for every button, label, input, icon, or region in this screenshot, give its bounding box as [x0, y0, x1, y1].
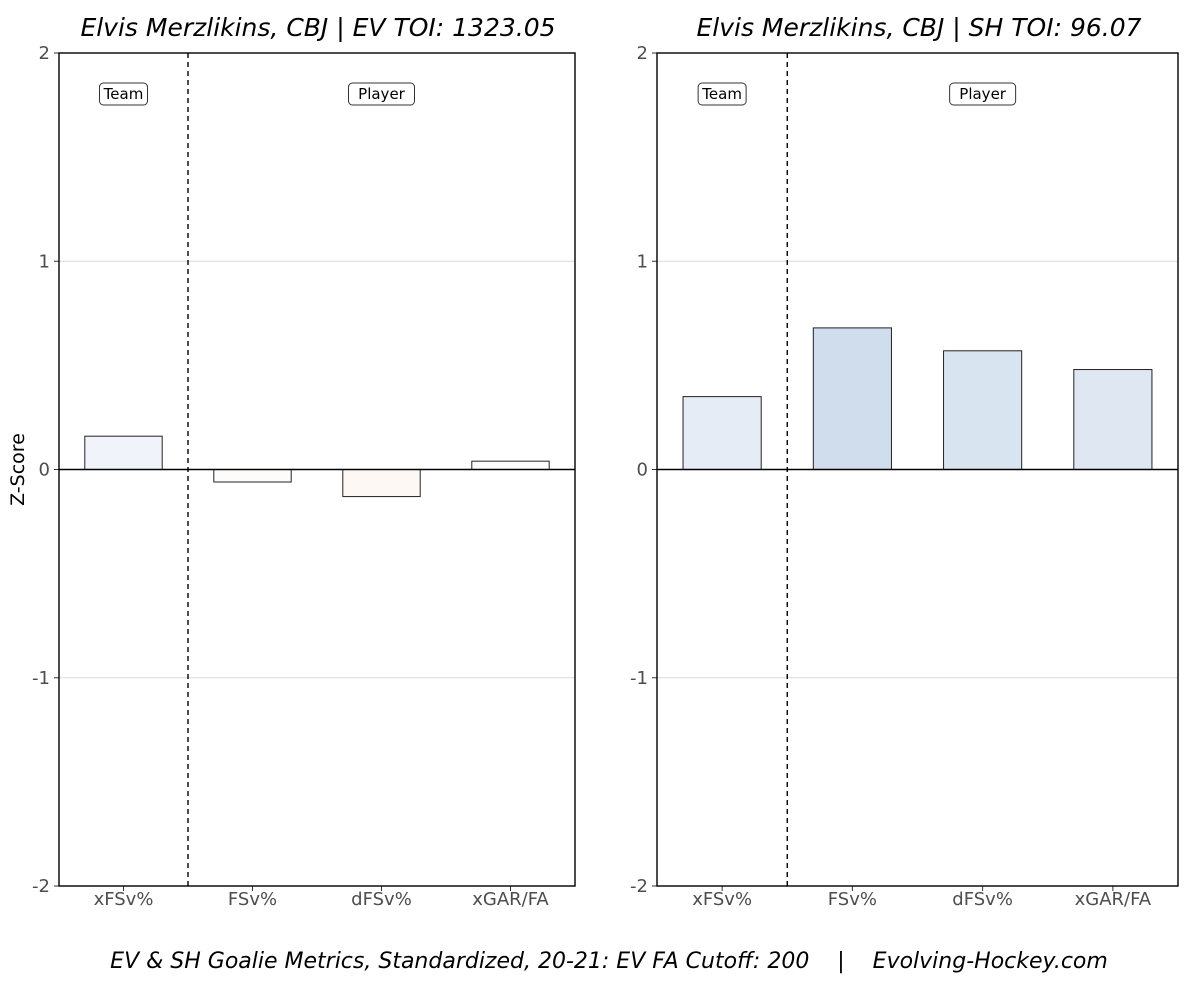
sh-group-label-box	[697, 82, 747, 106]
sh-y-tick-label: 0	[637, 460, 648, 481]
sh-x-tick-label: dFSv%	[952, 889, 1013, 910]
sh-bar-2	[943, 350, 1023, 470]
chart-caption: EV & SH Goalie Metrics, Standardized, 20…	[110, 949, 1108, 974]
ev-x-tick-label: xFSv%	[94, 889, 154, 910]
ev-x-tick-label: xGAR/FA	[472, 889, 549, 910]
sh-x-tick-label: xGAR/FA	[1075, 889, 1152, 910]
sh-y-tick-label: -1	[630, 668, 648, 689]
sh-y-tick-label: 2	[637, 43, 648, 64]
sh-panel-border	[656, 52, 1179, 887]
ev-y-tick-label: 1	[39, 251, 50, 272]
ev-x-tick-label: dFSv%	[351, 889, 412, 910]
sh-group-label: Player	[959, 85, 1007, 103]
sh-group-label-box	[949, 82, 1017, 106]
ev-group-label: Player	[358, 85, 406, 103]
sh-y-tick-label: -2	[630, 876, 648, 897]
sh-x-tick-label: FSv%	[828, 889, 877, 910]
sh-bar-0	[682, 396, 762, 470]
sh-panel: Elvis Merzlikins, CBJ | SH TOI: 96.07 2 1 0…	[630, 13, 1179, 910]
sh-bar-3	[1073, 369, 1153, 471]
ev-bar-1	[213, 469, 292, 483]
sh-bar-1	[812, 327, 892, 471]
sh-chart-title: Elvis Merzlikins, CBJ | SH TOI: 96.07	[696, 13, 1141, 42]
ev-x-tick-label: FSv%	[228, 889, 277, 910]
sh-group-label: Team	[701, 85, 742, 103]
ev-group-label: Team	[103, 85, 144, 103]
ev-group-label-box	[99, 82, 148, 106]
ev-bar-2	[342, 469, 421, 498]
ev-y-tick-label: 2	[39, 43, 50, 64]
ev-y-tick-label: -1	[32, 668, 50, 689]
sh-x-tick-label: xFSv%	[692, 889, 752, 910]
ev-bar-0	[84, 435, 163, 470]
ev-y-axis-label: Z-Score	[7, 433, 29, 506]
ev-y-tick-label: -2	[32, 876, 50, 897]
ev-chart-title: Elvis Merzlikins, CBJ | EV TOI: 1323.05	[80, 13, 555, 42]
ev-group-label-box	[348, 82, 415, 106]
ev-panel: Elvis Merzlikins, CBJ | EV TOI: 1323.05 2…	[7, 13, 576, 910]
ev-y-tick-label: 0	[39, 460, 50, 481]
ev-bar-3	[471, 460, 550, 471]
sh-y-tick-label: 1	[637, 251, 648, 272]
ev-panel-border	[58, 52, 576, 887]
